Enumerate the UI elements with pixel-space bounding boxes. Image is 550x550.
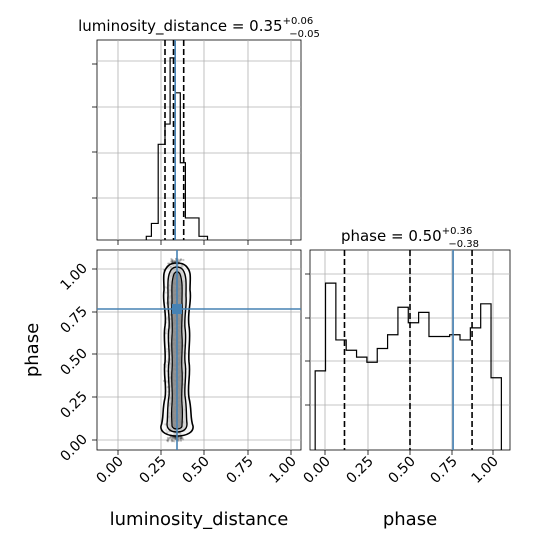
sample-point [173, 436, 176, 439]
y-tick-label: 0.25 [57, 389, 90, 422]
sample-point [168, 437, 171, 440]
sample-point [167, 262, 170, 265]
sample-point [173, 440, 176, 443]
sample-point [177, 439, 180, 442]
x-tick-label: 0.75 [223, 454, 256, 487]
sample-point [173, 260, 176, 263]
joint-x-ticks [117, 450, 292, 455]
y-axis-label: phase [22, 323, 43, 377]
x-tick-label: 0.25 [343, 454, 376, 487]
sample-point [179, 258, 182, 261]
phase-marginal-y-ticks [305, 273, 310, 406]
sample-point [166, 436, 169, 439]
sample-point [179, 437, 182, 440]
phase-marginal-title: phase = 0.50+0.36 −0.38 [341, 226, 479, 250]
x-tick-label: 0.25 [136, 454, 169, 487]
ld-title-sub: −0.05 [289, 29, 320, 40]
sample-point [169, 436, 172, 439]
sample-point [170, 436, 173, 439]
joint-truth-marker [172, 304, 182, 314]
sample-point [173, 437, 176, 440]
sample-point [170, 440, 173, 443]
sample-point [180, 258, 183, 261]
sample-point [170, 437, 173, 440]
sample-point [170, 257, 173, 261]
sample-point [180, 437, 183, 440]
sample-point [166, 440, 170, 443]
x-tick-label: 1.00 [266, 454, 299, 487]
sample-point [173, 260, 176, 263]
sample-point [179, 437, 182, 440]
ld-marginal-y-ticks [92, 63, 97, 199]
ld-title-main: luminosity_distance = 0.35 [78, 17, 282, 36]
x-tick-label: 0.75 [427, 454, 460, 487]
sample-point [171, 439, 174, 443]
phase-marginal-panel: 0.00 0.25 0.50 0.75 1.00 phase phase = 0… [300, 226, 511, 530]
sample-point [170, 438, 173, 441]
x-tick-label: 0.00 [300, 454, 333, 487]
sample-point [182, 438, 185, 441]
sample-point [181, 436, 184, 439]
sample-point [171, 260, 174, 263]
sample-point [179, 438, 182, 441]
sample-point [171, 436, 174, 439]
y-tick-label: 0.75 [57, 304, 90, 337]
phase-x-axis-label: phase [383, 509, 437, 530]
phase-title-sup: +0.36 [442, 226, 473, 237]
luminosity-distance-marginal-panel: luminosity_distance = 0.35+0.06 −0.05 [78, 16, 320, 245]
phase-marginal-x-ticks [324, 450, 494, 455]
sample-point [171, 259, 174, 262]
sample-point [177, 438, 180, 441]
sample-point [177, 258, 180, 261]
sample-point [177, 436, 180, 439]
sample-point [169, 260, 173, 263]
y-tick-label: 0.50 [57, 346, 90, 379]
joint-x-tick-labels: 0.00 0.25 0.50 0.75 1.00 [93, 454, 299, 487]
y-tick-label: 1.00 [57, 261, 90, 294]
ld-title-sup: +0.06 [283, 16, 314, 27]
ld-marginal-x-ticks [117, 240, 292, 245]
ld-quantile-lines [164, 40, 185, 240]
phase-quantile-lines [343, 250, 473, 450]
sample-point [179, 259, 182, 262]
sample-point [179, 439, 183, 442]
x-axis-label: luminosity_distance [110, 509, 289, 530]
sample-point [177, 260, 180, 263]
sample-point [170, 259, 173, 262]
phase-title-sub: −0.38 [448, 239, 479, 250]
joint-grid [97, 250, 301, 450]
sample-point [173, 436, 176, 439]
phase-x-tick-labels: 0.00 0.25 0.50 0.75 1.00 [300, 454, 501, 487]
sample-point [172, 259, 175, 262]
y-tick-label: 0.00 [57, 432, 90, 465]
x-tick-label: 0.50 [179, 454, 212, 487]
sample-point [179, 437, 182, 440]
phase-histogram-step [314, 282, 502, 450]
sample-point [167, 437, 170, 440]
sample-point [182, 258, 185, 262]
x-tick-label: 1.00 [468, 454, 501, 487]
phase-title-main: phase = 0.50 [341, 227, 442, 245]
sample-point [172, 437, 175, 440]
x-tick-label: 0.00 [93, 454, 126, 487]
joint-y-tick-labels: 1.00 0.75 0.50 0.25 0.00 [57, 261, 90, 465]
joint-y-ticks [92, 268, 97, 441]
ld-marginal-title: luminosity_distance = 0.35+0.06 −0.05 [78, 16, 320, 40]
ld-marginal-grid [97, 40, 301, 240]
x-tick-label: 0.50 [385, 454, 418, 487]
sample-point [166, 439, 169, 442]
sample-point [166, 439, 170, 442]
ld-histogram-step [145, 57, 209, 240]
joint-posterior-panel: 0.00 0.25 0.50 0.75 1.00 1.00 0.75 0.50 … [22, 249, 302, 530]
